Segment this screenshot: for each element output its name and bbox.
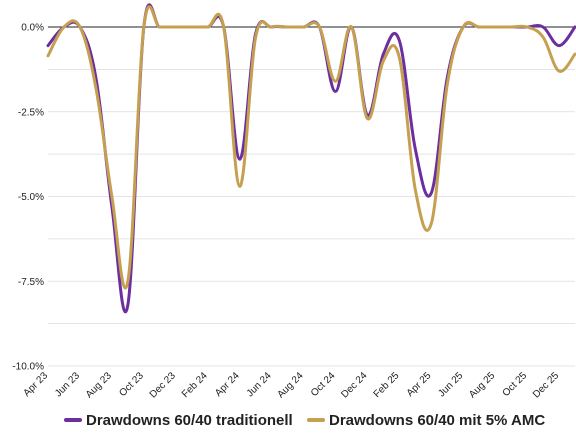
x-axis-labels: Apr 23 Jun 23 Aug 23 Oct 23 Dec 23 Feb 24 Apr … (22, 370, 562, 401)
x-tick-label: Aug 23 (84, 370, 114, 400)
x-tick-label: Dec 23 (148, 370, 178, 400)
series-line-2 (46, 5, 576, 290)
x-tick-label: Oct 23 (117, 370, 146, 399)
legend-label-1: Drawdowns 60/40 traditionell (86, 412, 293, 429)
x-tick-label: Dec 24 (339, 370, 369, 400)
x-tick-label: Jun 23 (53, 370, 82, 399)
legend: Drawdowns 60/40 traditionell Drawdowns 60… (64, 412, 545, 429)
x-tick-label: Jun 24 (245, 370, 274, 399)
y-tick-label: 0.0% (21, 23, 44, 34)
series-line-1 (46, 3, 576, 314)
x-tick-label: Dec 25 (531, 370, 561, 400)
x-tick-label: Apr 24 (213, 370, 242, 399)
x-tick-label: Apr 25 (405, 370, 434, 399)
x-tick-label: Oct 24 (309, 370, 338, 399)
grid-lines (48, 26, 575, 367)
y-tick-label: -7.5% (18, 277, 44, 288)
x-tick-label: Aug 24 (275, 370, 305, 400)
y-tick-label: -10.0% (12, 362, 44, 373)
x-tick-label: Jun 25 (436, 370, 465, 399)
y-axis-labels: 0.0% -2.5% -5.0% -7.5% -10.0% (12, 23, 44, 373)
x-tick-label: Feb 25 (372, 370, 402, 400)
x-tick-label: Apr 23 (22, 370, 51, 399)
x-tick-label: Feb 24 (180, 370, 210, 400)
x-tick-label: Aug 25 (467, 370, 497, 400)
legend-label-2: Drawdowns 60/40 mit 5% AMC (329, 412, 545, 429)
y-tick-label: -2.5% (18, 107, 44, 118)
series-lines (46, 3, 576, 314)
y-tick-label: -5.0% (18, 192, 44, 203)
x-tick-label: Oct 25 (501, 370, 530, 399)
